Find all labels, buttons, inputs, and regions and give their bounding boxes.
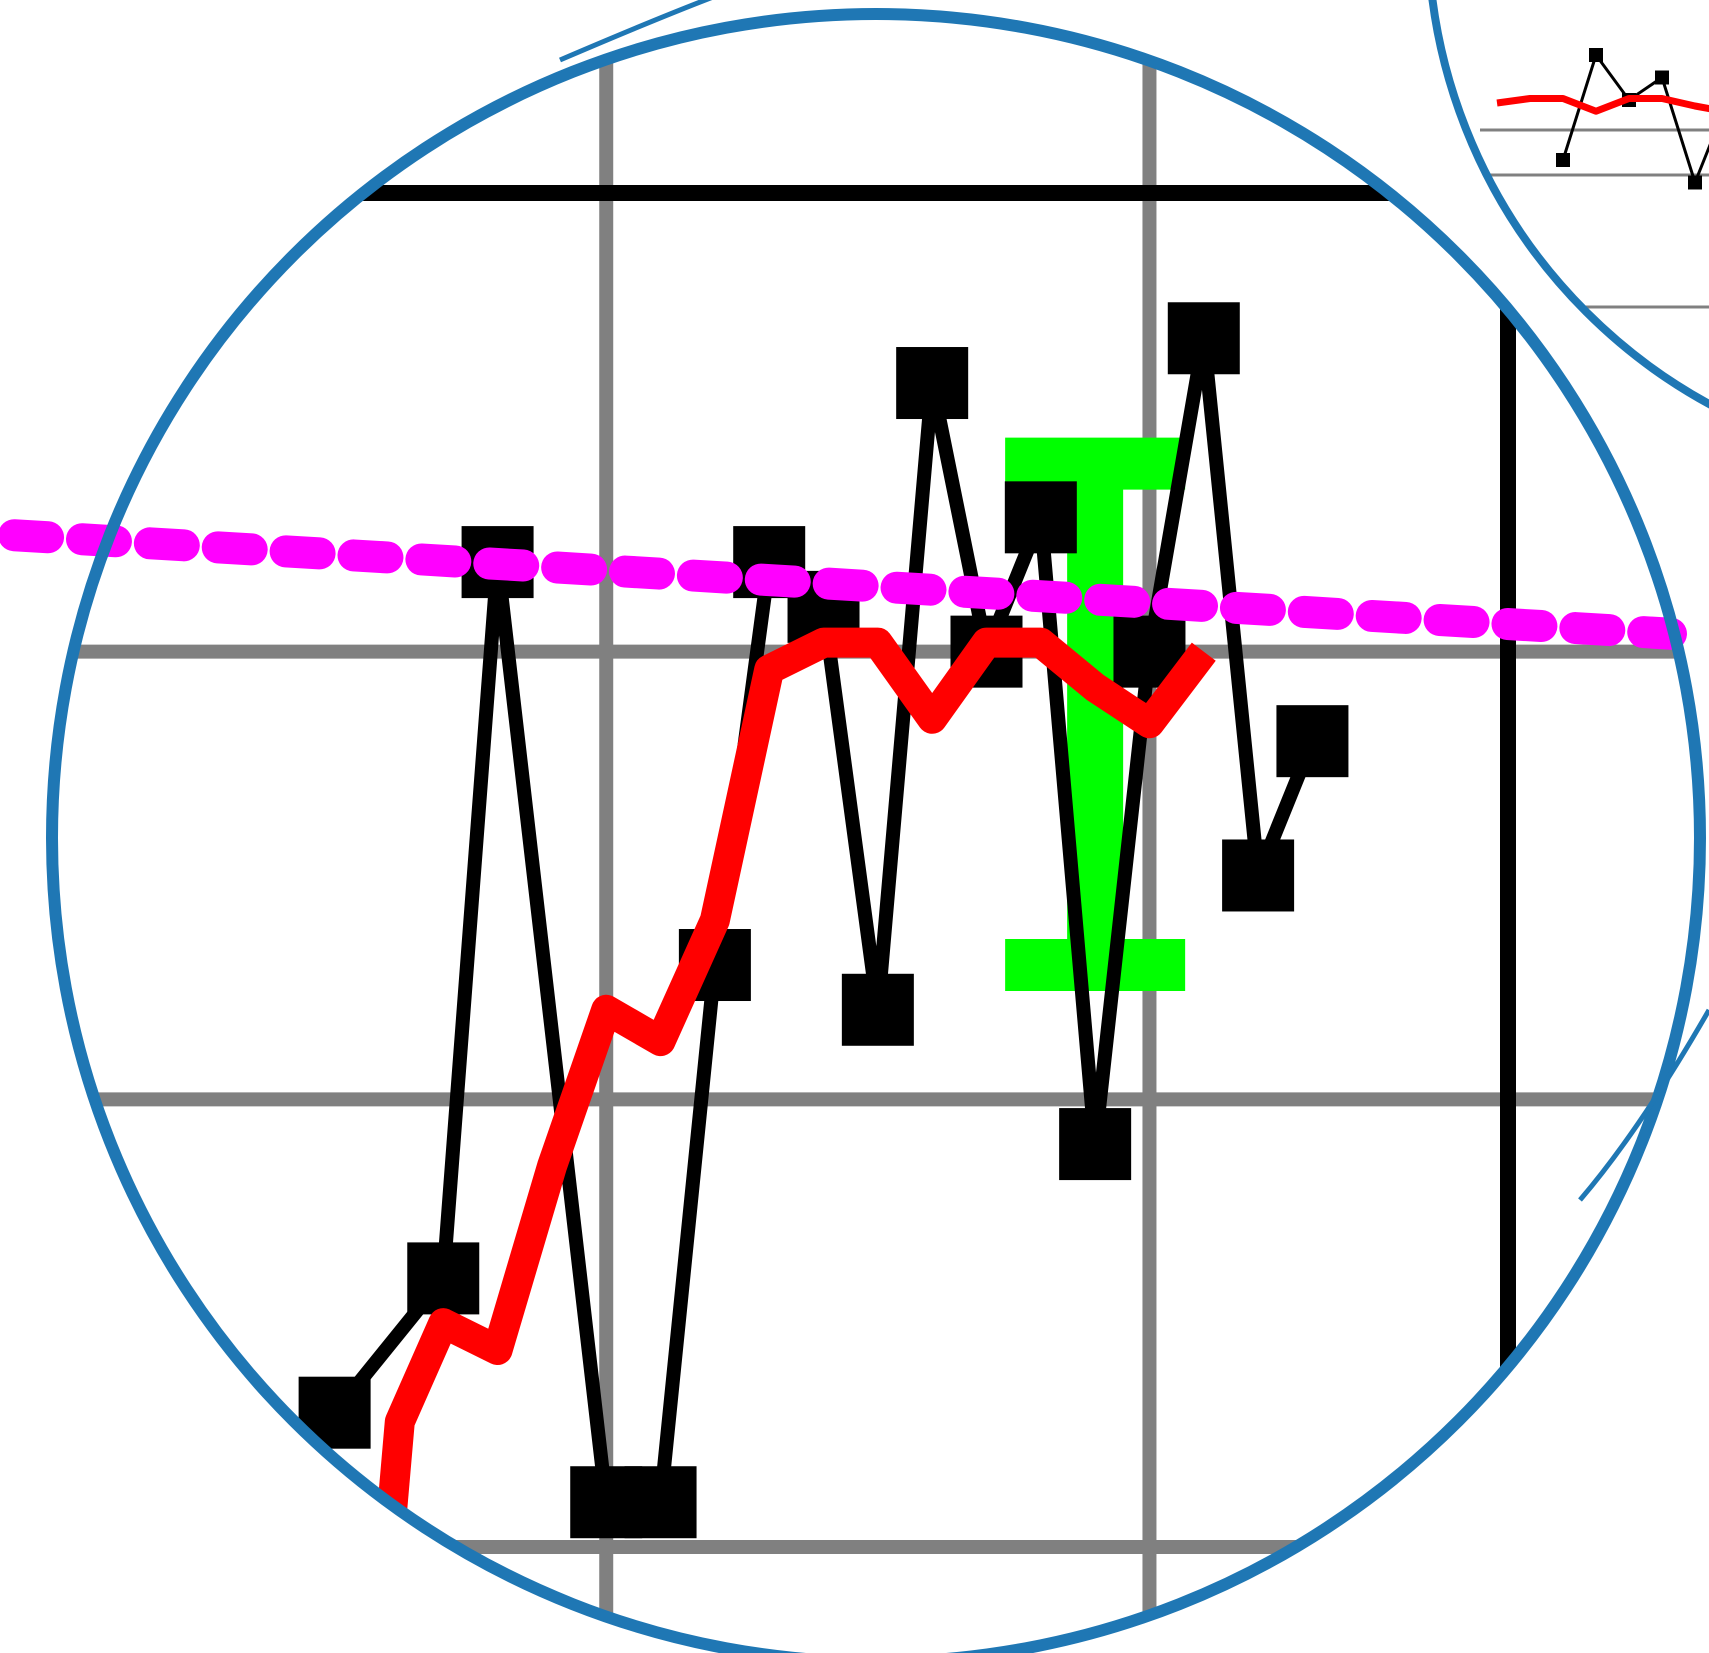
data-point-marker: [1059, 1108, 1132, 1181]
red-series: [373, 627, 1216, 1549]
data-point-marker: [407, 1242, 480, 1315]
magnifier-lens-border: [46, 8, 1706, 1653]
inset-red-line: [1496, 95, 1709, 116]
inset-marker: [1655, 70, 1669, 85]
plot-frame: [52, 185, 1516, 1653]
error-bars: [1005, 437, 1186, 992]
red-series-line: [373, 627, 1216, 1549]
data-point-marker: [624, 1466, 697, 1539]
outer-lens-arc: [559, 0, 713, 63]
inset-marker: [1688, 175, 1702, 190]
inset-marker: [1556, 153, 1570, 167]
trend-dashed-line: [0, 519, 1687, 650]
trend-line: [0, 519, 1687, 650]
data-point-marker: [1004, 481, 1077, 554]
inset-marker: [1589, 48, 1603, 62]
inset-connector-arc: [1578, 1008, 1709, 1202]
data-point-marker: [1276, 705, 1349, 778]
data-point-marker: [841, 973, 914, 1046]
data-point-marker: [1222, 839, 1295, 912]
data-point-marker: [1167, 302, 1240, 375]
data-point-marker: [896, 347, 969, 420]
black-series: [298, 302, 1349, 1539]
